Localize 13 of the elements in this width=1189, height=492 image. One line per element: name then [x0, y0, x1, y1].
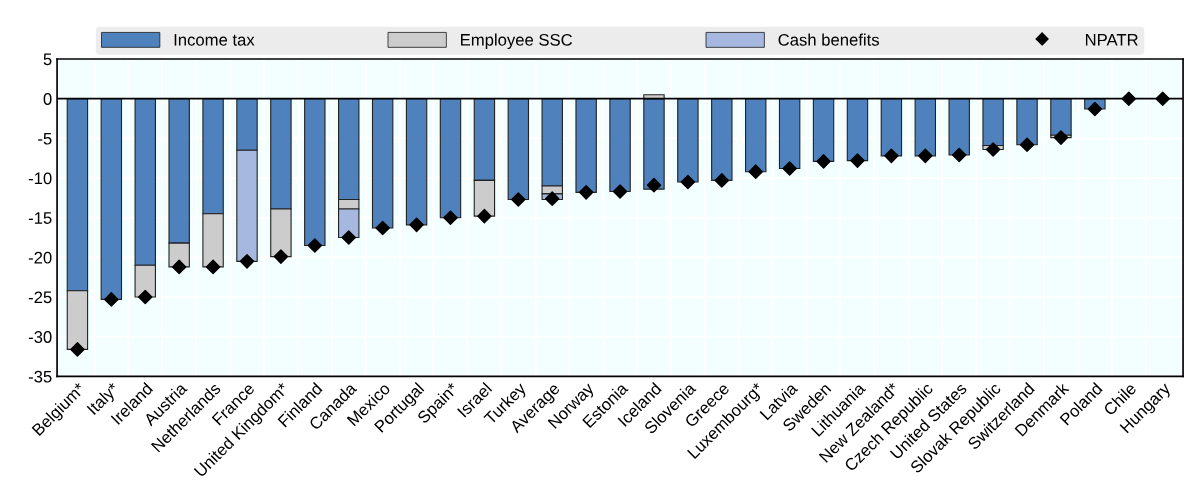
y-tick-label: -15: [28, 212, 52, 224]
y-tick-label: 5: [43, 53, 52, 66]
y-tick-label: -30: [28, 331, 52, 343]
y-tick-label: -35: [28, 370, 52, 383]
legend-label: Employee SSC: [461, 33, 573, 50]
legend-label: Income tax: [174, 34, 255, 46]
y-tick-label: -25: [28, 291, 52, 304]
y-tick-label: 0: [43, 93, 52, 105]
y-tick-label: -5: [38, 132, 52, 145]
legend-label: NPATR: [1085, 34, 1138, 46]
legend-label: Cash benefits: [778, 33, 879, 46]
y-tick-label: -10: [28, 172, 52, 185]
y-tick-label: -20: [28, 251, 52, 264]
